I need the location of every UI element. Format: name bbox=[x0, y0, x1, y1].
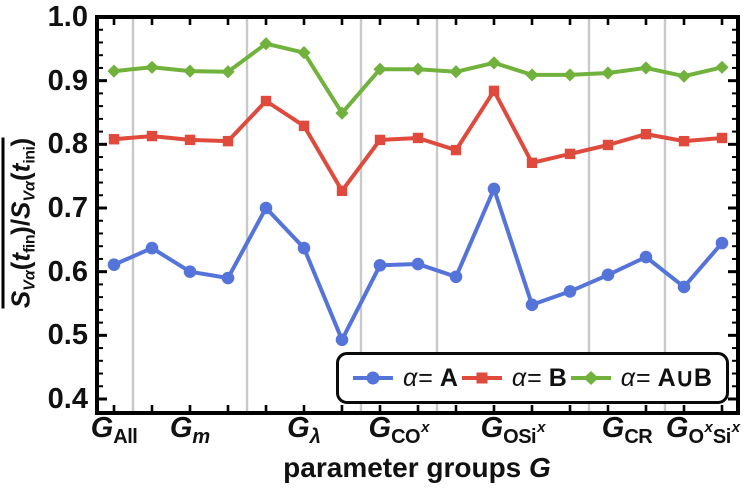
x-tick-label: Gm bbox=[169, 412, 211, 448]
legend-set-name: A bbox=[439, 363, 458, 392]
data-point bbox=[221, 65, 235, 79]
legend-entry-series-A: α= A bbox=[351, 364, 458, 393]
data-point bbox=[146, 130, 158, 142]
data-point bbox=[601, 66, 615, 80]
y-tick-label: 0.8 bbox=[47, 128, 88, 161]
data-point bbox=[525, 68, 539, 82]
data-point bbox=[107, 258, 121, 271]
legend-marker-square-icon bbox=[461, 372, 502, 384]
x-axis-title: parameter groups G bbox=[283, 452, 551, 483]
legend-entry-label: α= B bbox=[512, 364, 567, 393]
data-point bbox=[108, 134, 120, 145]
legend-set-name: A∪B bbox=[657, 364, 712, 392]
data-point bbox=[259, 37, 273, 51]
series-line-A∪B bbox=[112, 41, 724, 116]
legend-marker-circle-icon bbox=[353, 371, 393, 385]
data-point bbox=[677, 280, 691, 294]
data-point bbox=[449, 65, 463, 79]
y-tick-label: 0.5 bbox=[47, 319, 88, 352]
legend-box: α= A α= B α= A∪B bbox=[336, 352, 729, 404]
data-point bbox=[526, 157, 538, 168]
data-point bbox=[335, 333, 349, 347]
data-point bbox=[373, 62, 387, 76]
data-point bbox=[640, 128, 652, 140]
x-tick-label: GOxSix bbox=[665, 412, 741, 448]
data-point bbox=[260, 95, 272, 107]
data-point bbox=[221, 271, 235, 285]
legend-alpha-symbol: α bbox=[620, 364, 636, 392]
data-point bbox=[183, 265, 197, 278]
y-axis-title: SVα(tfin)/SVα(tini) bbox=[1, 81, 41, 366]
legend-entry-series-AuB: α= A∪B bbox=[569, 363, 712, 393]
legend-marker-diamond-icon bbox=[570, 371, 611, 385]
data-point bbox=[488, 85, 500, 97]
data-point bbox=[298, 120, 310, 132]
legend-entry-series-B: α= B bbox=[460, 364, 567, 393]
data-point bbox=[563, 285, 577, 298]
data-point bbox=[564, 148, 576, 160]
legend-alpha-symbol: α bbox=[403, 363, 418, 392]
x-tick-label: GCOx bbox=[368, 412, 430, 448]
data-point bbox=[601, 268, 615, 282]
data-point bbox=[563, 68, 577, 82]
x-tick-label: GCR bbox=[601, 412, 653, 448]
data-point bbox=[336, 185, 348, 197]
data-point bbox=[677, 69, 691, 83]
data-point bbox=[487, 56, 501, 70]
data-point bbox=[335, 106, 349, 120]
y-tick-label: 0.4 bbox=[47, 383, 88, 415]
legend-entry-label: α= A∪B bbox=[621, 363, 712, 393]
x-tick-label: GAll bbox=[90, 412, 138, 448]
y-axis-title-formula: SVα(tfin)/SVα(tini) bbox=[1, 137, 41, 309]
data-point bbox=[297, 46, 311, 60]
data-point bbox=[373, 259, 387, 272]
y-tick-label: 0.9 bbox=[47, 64, 88, 97]
legend-equals: = bbox=[636, 364, 658, 392]
data-point bbox=[449, 270, 463, 284]
legend-alpha-symbol: α bbox=[511, 363, 527, 392]
data-point bbox=[639, 250, 653, 264]
x-tick-label: Gλ bbox=[287, 412, 321, 448]
data-point bbox=[715, 236, 729, 250]
data-point bbox=[678, 135, 690, 147]
data-point bbox=[412, 132, 424, 144]
x-tick-label: GOSix bbox=[480, 412, 546, 448]
y-tick-label: 0.7 bbox=[47, 192, 88, 224]
y-tick-label: 0.6 bbox=[47, 255, 88, 288]
data-point bbox=[184, 134, 196, 146]
data-point bbox=[145, 60, 159, 74]
data-point bbox=[107, 64, 121, 78]
data-point bbox=[259, 201, 273, 215]
data-point bbox=[183, 64, 197, 78]
data-point bbox=[602, 139, 614, 151]
data-point bbox=[715, 60, 729, 74]
data-point bbox=[716, 132, 728, 144]
legend-equals: = bbox=[527, 363, 549, 392]
data-point bbox=[450, 144, 462, 156]
data-point bbox=[411, 62, 425, 76]
data-point bbox=[297, 241, 311, 255]
data-point bbox=[487, 182, 501, 196]
legend-equals: = bbox=[418, 363, 440, 392]
data-point bbox=[145, 241, 159, 255]
data-point bbox=[374, 134, 386, 146]
data-point bbox=[639, 61, 653, 75]
legend-entry-label: α= A bbox=[403, 364, 458, 393]
legend-set-name: B bbox=[548, 363, 567, 392]
data-point bbox=[525, 298, 539, 312]
data-point bbox=[411, 257, 425, 271]
data-point bbox=[222, 135, 234, 147]
y-tick-label: 1.0 bbox=[47, 1, 88, 33]
